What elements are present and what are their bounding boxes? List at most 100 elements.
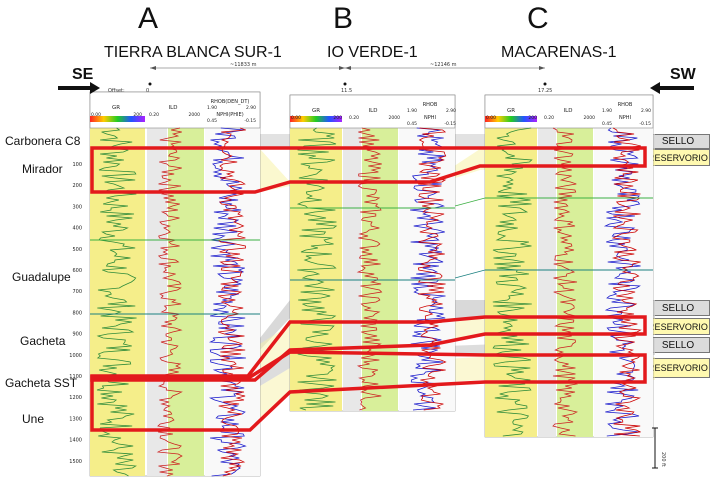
rhob-scale-min: 1.90 (407, 108, 417, 114)
nphi-scale-max: -0.15 (244, 118, 256, 124)
zone-tag-sello-2: SELLO (646, 300, 710, 316)
formation-gacheta: Gacheta (20, 334, 66, 348)
well-b-log (289, 94, 456, 412)
correlation-lines (90, 197, 653, 315)
ild-scale-max: 2000 (584, 115, 596, 121)
scale-bar-label: 200 ft (660, 452, 666, 467)
offset-c: 17.25 (538, 88, 552, 94)
rhob-scale-min: 1.90 (207, 105, 217, 111)
depth-tick-label: 500 (72, 247, 82, 253)
gr-scale-max: 200 (333, 115, 342, 121)
zone-tag-sello-3: SELLO (646, 337, 710, 353)
depth-tick-label: 1500 (69, 459, 82, 465)
depth-tick-label: 600 (72, 268, 82, 274)
nphi-scale-max: -0.15 (444, 121, 456, 127)
offset-label: Offset: (108, 88, 125, 94)
gr-curve (492, 127, 533, 437)
depth-ticks: 1002003004005006007008009001000110012001… (69, 162, 82, 465)
nphi-scale-min: 0.45 (407, 121, 417, 127)
rhob-scale-max: 2.90 (446, 108, 456, 114)
ild-scale-min: 0.20 (544, 115, 554, 121)
offset-b: 11.5 (341, 88, 352, 94)
ild-scale-max: 2000 (389, 115, 401, 121)
vertical-scale-bar (652, 427, 658, 469)
rhob-curve (417, 127, 447, 411)
depth-tick-label: 1400 (69, 438, 82, 444)
formation-mirador: Mirador (22, 162, 63, 176)
zone-tag-sello-1: SELLO (646, 134, 710, 149)
band-mirador-yellow (90, 149, 655, 192)
offset-a: 0 (146, 88, 149, 94)
depth-tick-label: 700 (72, 289, 82, 295)
well-b-name: IO VERDE-1 (327, 44, 418, 61)
formation-carbonera-c8: Carbonera C8 (5, 134, 81, 148)
band-gacheta-res-a (90, 318, 655, 380)
ild-scale-min: 0.20 (149, 112, 159, 118)
track-header-gr: GR (312, 108, 320, 114)
depth-tick-label: 100 (72, 162, 82, 168)
nphi-scale-min: 0.45 (207, 118, 217, 124)
depth-tick-label: 800 (72, 310, 82, 316)
well-a-log (89, 91, 261, 477)
nphi-curve (208, 127, 247, 477)
track-header-gr: GR (507, 108, 515, 114)
well-c-letter: C (527, 2, 549, 35)
nphi-scale-max: -0.15 (639, 121, 651, 127)
well-a-name: TIERRA BLANCA SUR-1 (104, 44, 282, 61)
track-header-nphi: NPHI (424, 115, 436, 121)
band-carbonera-sello (90, 134, 655, 149)
formation-gacheta-sst: Gacheta SST (5, 376, 78, 390)
formation-guadalupe: Guadalupe (12, 270, 71, 284)
formation-une: Une (22, 412, 45, 426)
track-header-ild: ILD (169, 105, 178, 111)
outline-gacheta-upper (90, 315, 647, 382)
gr-curve (96, 127, 137, 477)
nphi-curve (603, 127, 641, 437)
rhob-curve (217, 127, 246, 477)
track-header-nphi: NPHI(PHIE) (216, 112, 243, 118)
track-header-ild: ILD (564, 108, 573, 114)
ild-curve (552, 127, 579, 437)
correlation-bands (90, 134, 655, 430)
well-a-letter: A (138, 2, 159, 35)
ild-curve (156, 127, 183, 477)
rhob-scale-max: 2.90 (246, 105, 256, 111)
distance-arrows (148, 66, 547, 86)
depth-tick-label: 400 (72, 226, 82, 232)
zone-tag-reservorio-1: RESERVORIO (646, 149, 710, 166)
rhob-scale-max: 2.90 (641, 108, 651, 114)
band-gacheta-sello-2 (90, 338, 655, 392)
track-header-nphi: NPHI (619, 115, 631, 121)
nphi-curve (410, 127, 446, 411)
band-une-yellow (90, 357, 655, 430)
gr-scale-min: 0.00 (291, 115, 301, 121)
direction-se-label: SE (72, 66, 94, 83)
depth-tick-label: 1300 (69, 416, 82, 422)
ild-scale-min: 0.20 (349, 115, 359, 121)
track-header-rhob: RHOB(DEN_DT) (211, 99, 250, 105)
log-curves (96, 127, 642, 477)
direction-sw-label: SW (670, 66, 696, 83)
rhob-curve (611, 127, 642, 437)
distance-b-c: ~12146 m (430, 62, 457, 68)
distance-a-b: ~11833 m (230, 62, 257, 68)
ild-scale-max: 2000 (189, 112, 201, 118)
outline-mirador (90, 146, 647, 194)
gr-scale-max: 200 (133, 112, 142, 118)
gr-scale-max: 200 (528, 115, 537, 121)
depth-tick-label: 900 (72, 332, 82, 338)
nphi-scale-min: 0.45 (602, 121, 612, 127)
depth-tick-label: 1000 (69, 353, 82, 359)
reservoir-outlines (90, 146, 647, 432)
well-b-letter: B (333, 2, 354, 35)
band-gacheta-sello (90, 300, 655, 350)
track-header-rhob: RHOB (618, 102, 633, 108)
ild-curve (356, 127, 383, 411)
track-header-gr: GR (112, 105, 120, 111)
well-c-name: MACARENAS-1 (501, 44, 617, 61)
gr-scale-min: 0.00 (91, 112, 101, 118)
rhob-scale-min: 1.90 (602, 108, 612, 114)
